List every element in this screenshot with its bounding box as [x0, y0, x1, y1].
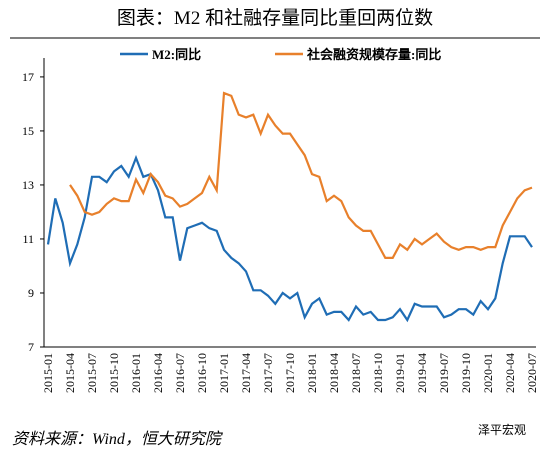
legend-label: M2:同比: [152, 47, 201, 62]
x-tick-label: 2018-10: [371, 353, 385, 393]
series-line: [46, 154, 533, 323]
x-tick-label: 2020-07: [525, 353, 539, 393]
series-line: [69, 91, 533, 259]
x-tick-label: 2018-01: [305, 353, 319, 393]
x-tick-label: 2015-07: [85, 353, 99, 393]
y-tick-label: 7: [28, 340, 34, 354]
x-tick-label: 2019-10: [459, 353, 473, 393]
legend-label: 社会融资规模存量:同比: [306, 47, 441, 62]
x-tick-label: 2015-04: [63, 353, 77, 393]
x-tick-label: 2016-04: [151, 353, 165, 393]
x-tick-label: 2017-07: [261, 353, 275, 393]
x-tick-label: 2017-04: [239, 353, 253, 393]
y-tick-label: 15: [22, 124, 34, 138]
x-tick-label: 2017-01: [217, 353, 231, 393]
x-tick-label: 2016-01: [129, 353, 143, 393]
y-tick-label: 11: [22, 232, 34, 246]
x-tick-label: 2019-07: [437, 353, 451, 393]
x-tick-label: 2018-04: [327, 353, 341, 393]
x-tick-label: 2015-10: [107, 353, 121, 393]
chart-title: 图表：M2 和社融存量同比重回两位数: [117, 7, 433, 29]
x-tick-label: 2017-10: [283, 353, 297, 393]
x-tick-label: 2015-01: [41, 353, 55, 393]
x-tick-label: 2020-01: [481, 353, 495, 393]
x-tick-label: 2019-01: [393, 353, 407, 393]
y-tick-label: 9: [28, 286, 34, 300]
y-tick-label: 13: [22, 178, 34, 192]
source-note: 资料来源：Wind，恒大研究院: [12, 430, 224, 448]
x-tick-label: 2018-07: [349, 353, 363, 393]
x-tick-label: 2016-10: [195, 353, 209, 393]
x-tick-label: 2016-07: [173, 353, 187, 393]
y-tick-label: 17: [22, 70, 34, 84]
x-tick-label: 2020-04: [503, 353, 517, 393]
watermark: 泽平宏观: [478, 422, 526, 437]
x-tick-label: 2019-04: [415, 353, 429, 393]
